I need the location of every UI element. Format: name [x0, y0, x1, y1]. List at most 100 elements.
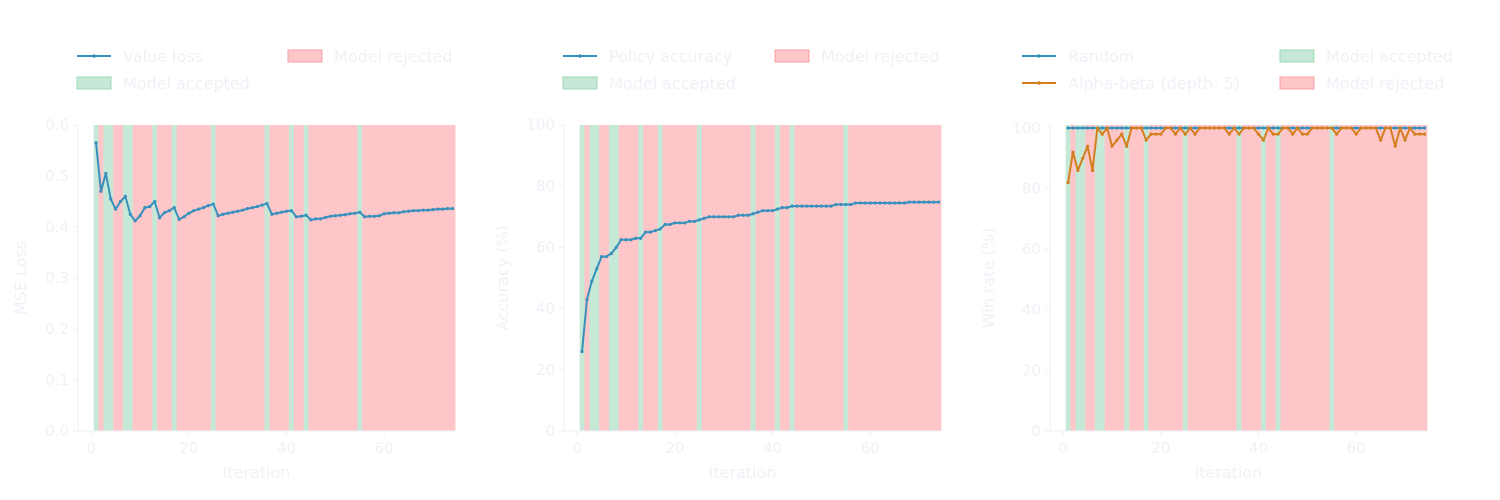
data-point: [1120, 132, 1124, 136]
data-point: [133, 219, 137, 223]
data-point: [377, 214, 381, 218]
rejected-band: [633, 125, 639, 431]
data-point: [819, 204, 823, 208]
data-point: [1305, 126, 1309, 130]
data-point: [328, 214, 333, 218]
data-point: [858, 201, 863, 205]
data-point: [128, 212, 132, 216]
data-point: [1081, 156, 1085, 160]
rejected-band: [362, 125, 368, 431]
rejected-band: [1212, 125, 1218, 431]
rejected-band: [857, 125, 864, 431]
data-point: [1408, 126, 1412, 130]
data-point: [658, 227, 662, 231]
legend-label: Model accepted: [123, 74, 250, 93]
accepted-band: [594, 125, 600, 431]
accepted-band: [613, 125, 620, 431]
rejected-band: [901, 125, 908, 431]
data-point: [932, 200, 936, 204]
data-point: [1095, 126, 1099, 130]
rejected-band: [936, 125, 942, 431]
rejected-band: [1412, 125, 1418, 431]
data-point: [653, 228, 657, 233]
data-point: [1227, 132, 1231, 136]
rejected-band: [1251, 125, 1257, 431]
rejected-band: [848, 125, 854, 431]
data-point: [367, 214, 372, 218]
rejected-band: [1358, 125, 1364, 431]
data-point: [868, 201, 872, 205]
data-point: [1300, 132, 1305, 136]
data-point: [1173, 126, 1178, 130]
data-point: [902, 201, 906, 205]
rejected-band: [779, 125, 786, 431]
data-point: [216, 214, 220, 218]
data-point: [912, 200, 916, 204]
legend: Policy accuracy Model rejected Model accep…: [562, 47, 940, 93]
data-point: [255, 205, 259, 209]
rejected-band: [740, 125, 747, 431]
data-point: [1144, 138, 1148, 142]
rejected-band: [1158, 125, 1164, 431]
rejected-band: [279, 125, 285, 431]
accepted-band: [638, 125, 644, 431]
data-point: [717, 215, 721, 219]
rejected-band: [667, 125, 673, 431]
data-point: [648, 230, 653, 234]
rejected-band: [386, 125, 392, 431]
rejected-band: [137, 125, 143, 431]
data-point: [639, 236, 643, 240]
data-point: [1242, 126, 1246, 130]
data-point: [1222, 126, 1226, 130]
data-point: [1344, 126, 1349, 130]
data-point: [780, 206, 784, 210]
x-axis-label: Iteration: [1195, 463, 1263, 482]
data-point: [206, 203, 210, 208]
data-point: [1134, 126, 1139, 130]
data-point: [1212, 126, 1217, 130]
data-point: [873, 201, 877, 205]
data-point: [1354, 132, 1358, 136]
data-point: [1413, 132, 1417, 136]
data-point: [1066, 126, 1070, 130]
y-tick-label: 0.1: [45, 371, 69, 389]
data-point: [172, 206, 176, 210]
accepted-band: [1329, 125, 1335, 431]
accepted-band: [774, 125, 781, 431]
rejected-band: [328, 125, 334, 431]
accepted-band: [1182, 125, 1189, 431]
data-point: [236, 209, 240, 213]
rejected-band: [1192, 125, 1198, 431]
data-point: [1291, 132, 1295, 136]
data-point: [319, 217, 323, 221]
accepted-band: [171, 125, 178, 431]
accepted-band: [303, 125, 309, 431]
data-point: [1159, 126, 1163, 130]
data-point: [265, 201, 269, 206]
rejected-band: [205, 125, 212, 431]
rejected-band: [176, 125, 182, 431]
rejected-band: [828, 125, 834, 431]
rejected-band: [814, 125, 820, 431]
data-point: [1178, 126, 1182, 130]
y-tick-label: 0: [545, 422, 555, 440]
data-point: [619, 238, 623, 242]
legend-label: Alpha-beta (depth: 5): [1068, 74, 1240, 93]
data-point: [1100, 126, 1104, 130]
rejected-band: [367, 125, 373, 431]
data-point: [123, 194, 127, 198]
data-point: [289, 209, 294, 213]
data-point: [1071, 150, 1075, 154]
rejected-band: [1314, 125, 1320, 431]
rejected-band: [132, 125, 138, 431]
data-point: [1276, 126, 1280, 130]
data-point: [1364, 126, 1368, 130]
data-point: [411, 209, 416, 213]
rejected-band: [862, 125, 869, 431]
rejected-band: [794, 125, 800, 431]
x-axis-label: Iteration: [223, 463, 291, 482]
rejected-band: [662, 125, 668, 431]
rejected-band: [274, 125, 280, 431]
data-point: [883, 201, 887, 205]
data-point: [240, 208, 245, 212]
